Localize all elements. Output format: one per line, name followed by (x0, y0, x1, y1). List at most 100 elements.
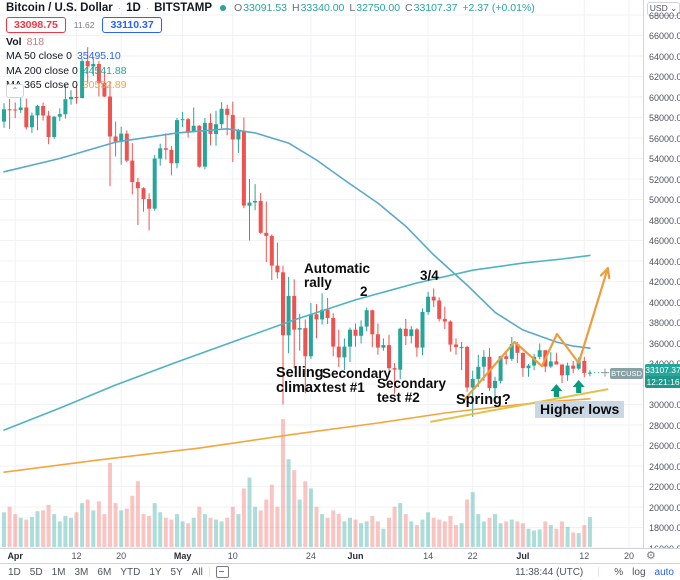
price-axis-label: 40000.00 (649, 297, 680, 308)
annotation-secondary-test-1[interactable]: Secondary test #1 (322, 366, 392, 396)
price-axis-label: 44000.00 (649, 256, 680, 267)
annotation-higher-lows[interactable]: Higher lows (535, 401, 625, 418)
divider (208, 567, 210, 577)
price-axis-label: 20000.00 (649, 502, 680, 513)
annotation-automatic-rally[interactable]: Automatic rally (304, 261, 371, 291)
arrow-up-marker-icon[interactable] (572, 380, 585, 393)
time-axis-label: 22 (467, 551, 478, 561)
price-axis-label: 58000.00 (649, 113, 680, 123)
higher-lows-trendline[interactable] (430, 388, 609, 423)
price-axis-label: 22000.00 (649, 482, 680, 492)
range-button-3m[interactable]: 3M (74, 566, 89, 578)
time-axis-label: Apr (7, 551, 23, 561)
range-button-5d[interactable]: 5D (29, 566, 43, 578)
time-axis-label: 12 (579, 551, 590, 561)
range-button-6m[interactable]: 6M (97, 566, 112, 578)
exchange-label[interactable]: BITSTAMP (154, 2, 213, 14)
price-axis-label: 54000.00 (649, 154, 680, 164)
crosshair-marker-icon (601, 368, 609, 377)
arrow-up-marker-icon[interactable] (550, 384, 563, 398)
ma50-line[interactable] (3, 128, 591, 350)
range-button-1y[interactable]: 1Y (149, 566, 162, 578)
ma50-value: 35495.10 (76, 50, 121, 62)
sell-button[interactable]: 33098.75 (6, 17, 66, 33)
high-value: 33340.00 (300, 2, 345, 14)
price-axis-label: 18000.00 (649, 523, 680, 533)
annotation-spring[interactable]: Spring? (456, 392, 511, 408)
interval-label[interactable]: 1D (126, 2, 141, 14)
symbol-title[interactable]: Bitcoin / U.S. Dollar (6, 2, 113, 14)
open-value: 33091.53 (243, 2, 287, 14)
price-axis-label: 64000.00 (649, 51, 680, 62)
ma200-value: 44541.88 (82, 64, 127, 77)
range-selector: 1D 5D 1M 3M 6M YTD 1Y 5Y All (0, 567, 203, 578)
time-axis-label: 20 (116, 551, 127, 561)
buy-button[interactable]: 33110.37 (102, 17, 162, 33)
percent-scale-button[interactable]: % (614, 566, 624, 578)
volume-legend[interactable]: Vol 818 (6, 36, 535, 48)
time-axis-label: May (173, 551, 192, 561)
auto-scale-button[interactable]: auto (654, 566, 674, 578)
price-axis-label: 66000.00 (649, 31, 680, 41)
range-button-all[interactable]: All (191, 566, 203, 578)
price-axis-label: 52000.00 (649, 174, 680, 185)
range-button-ytd[interactable]: YTD (120, 566, 141, 578)
price-axis-label: 38000.00 (649, 318, 680, 328)
ma50-label: MA 50 close 0 (6, 50, 72, 62)
market-status-icon[interactable] (220, 5, 227, 11)
close-value: 33107.37 (413, 2, 458, 14)
ma200-label: MA 200 close 0 (6, 64, 78, 77)
time-axis-label: 24 (305, 551, 316, 561)
ma365-value: 30552.89 (82, 79, 127, 91)
time-axis-label: 20 (623, 551, 634, 561)
price-axis-label: 68000.00 (649, 10, 680, 21)
price-axis-label: 42000.00 (649, 277, 680, 287)
time-axis-label: 10 (227, 551, 238, 561)
price-axis-label: 50000.00 (649, 195, 680, 205)
gear-icon[interactable]: ⚙ (646, 550, 656, 562)
separator: · (145, 2, 150, 14)
time-axis-label: 14 (423, 551, 434, 561)
ma365-legend[interactable]: MA 365 close 0 30552.89 (6, 79, 535, 91)
currency-toggle-button[interactable]: USD ⌄ (647, 2, 680, 16)
volume-bars (2, 419, 592, 547)
low-value: 32750.00 (356, 2, 401, 14)
time-axis[interactable]: Apr 12 20 May 10 24 Jun 14 22 Jul 12 20 ⚙ (0, 548, 680, 564)
legend-collapse-button[interactable]: ⌃ (6, 84, 24, 98)
arrowhead-icon (599, 267, 609, 277)
ma200-legend[interactable]: MA 200 close 0 44541.88 (6, 65, 535, 77)
current-price-badge: 33107.37 12:21:16 (645, 364, 680, 388)
price-axis-label: 46000.00 (649, 236, 680, 246)
zigzag-projection-drawing[interactable] (462, 267, 609, 402)
go-to-date-icon[interactable] (215, 566, 229, 578)
ma50-legend[interactable]: MA 50 close 0 35495.10 (6, 50, 535, 62)
candlestick-series (2, 47, 592, 417)
ohlc-values: O33091.53 H33340.00 L32750.00 C33107.37 … (234, 2, 535, 14)
time-axis-label: Jun (347, 551, 364, 561)
symbol-row[interactable]: Bitcoin / U.S. Dollar · 1D · BITSTAMP O3… (6, 2, 535, 14)
change-value: +2.37 (+0.01%) (462, 2, 535, 14)
annotation-secondary-test-2[interactable]: Secondary test #2 (377, 376, 447, 406)
price-axis-label: 48000.00 (649, 215, 680, 226)
price-axis-label: 28000.00 (649, 420, 680, 431)
time-axis-label: 12 (71, 551, 82, 561)
price-axis-label: 36000.00 (649, 338, 680, 349)
ma365-line[interactable] (3, 397, 591, 474)
log-scale-button[interactable]: log (632, 566, 646, 578)
chart-canvas[interactable] (0, 0, 643, 548)
annotation-three-four[interactable]: 3/4 (420, 268, 439, 283)
legend-panel: Bitcoin / U.S. Dollar · 1D · BITSTAMP O3… (6, 2, 535, 98)
time-axis-label: Jul (516, 551, 530, 561)
range-button-1m[interactable]: 1M (51, 566, 66, 578)
annotation-two[interactable]: 2 (360, 284, 368, 299)
divider (598, 567, 600, 577)
range-button-5y[interactable]: 5Y (170, 566, 183, 578)
clock-label[interactable]: 11:38:44 (UTC) (515, 566, 584, 578)
price-axis[interactable]: USD ⌄ 68000.00 66000.00 64000.00 62000.00 60… (643, 0, 680, 554)
trade-row: 33098.75 11.62 33110.37 (6, 14, 535, 33)
ma200-line[interactable] (3, 254, 591, 431)
separator: · (117, 2, 122, 14)
annotation-selling-climax[interactable]: Selling climax (276, 365, 324, 397)
range-button-1d[interactable]: 1D (8, 566, 21, 578)
